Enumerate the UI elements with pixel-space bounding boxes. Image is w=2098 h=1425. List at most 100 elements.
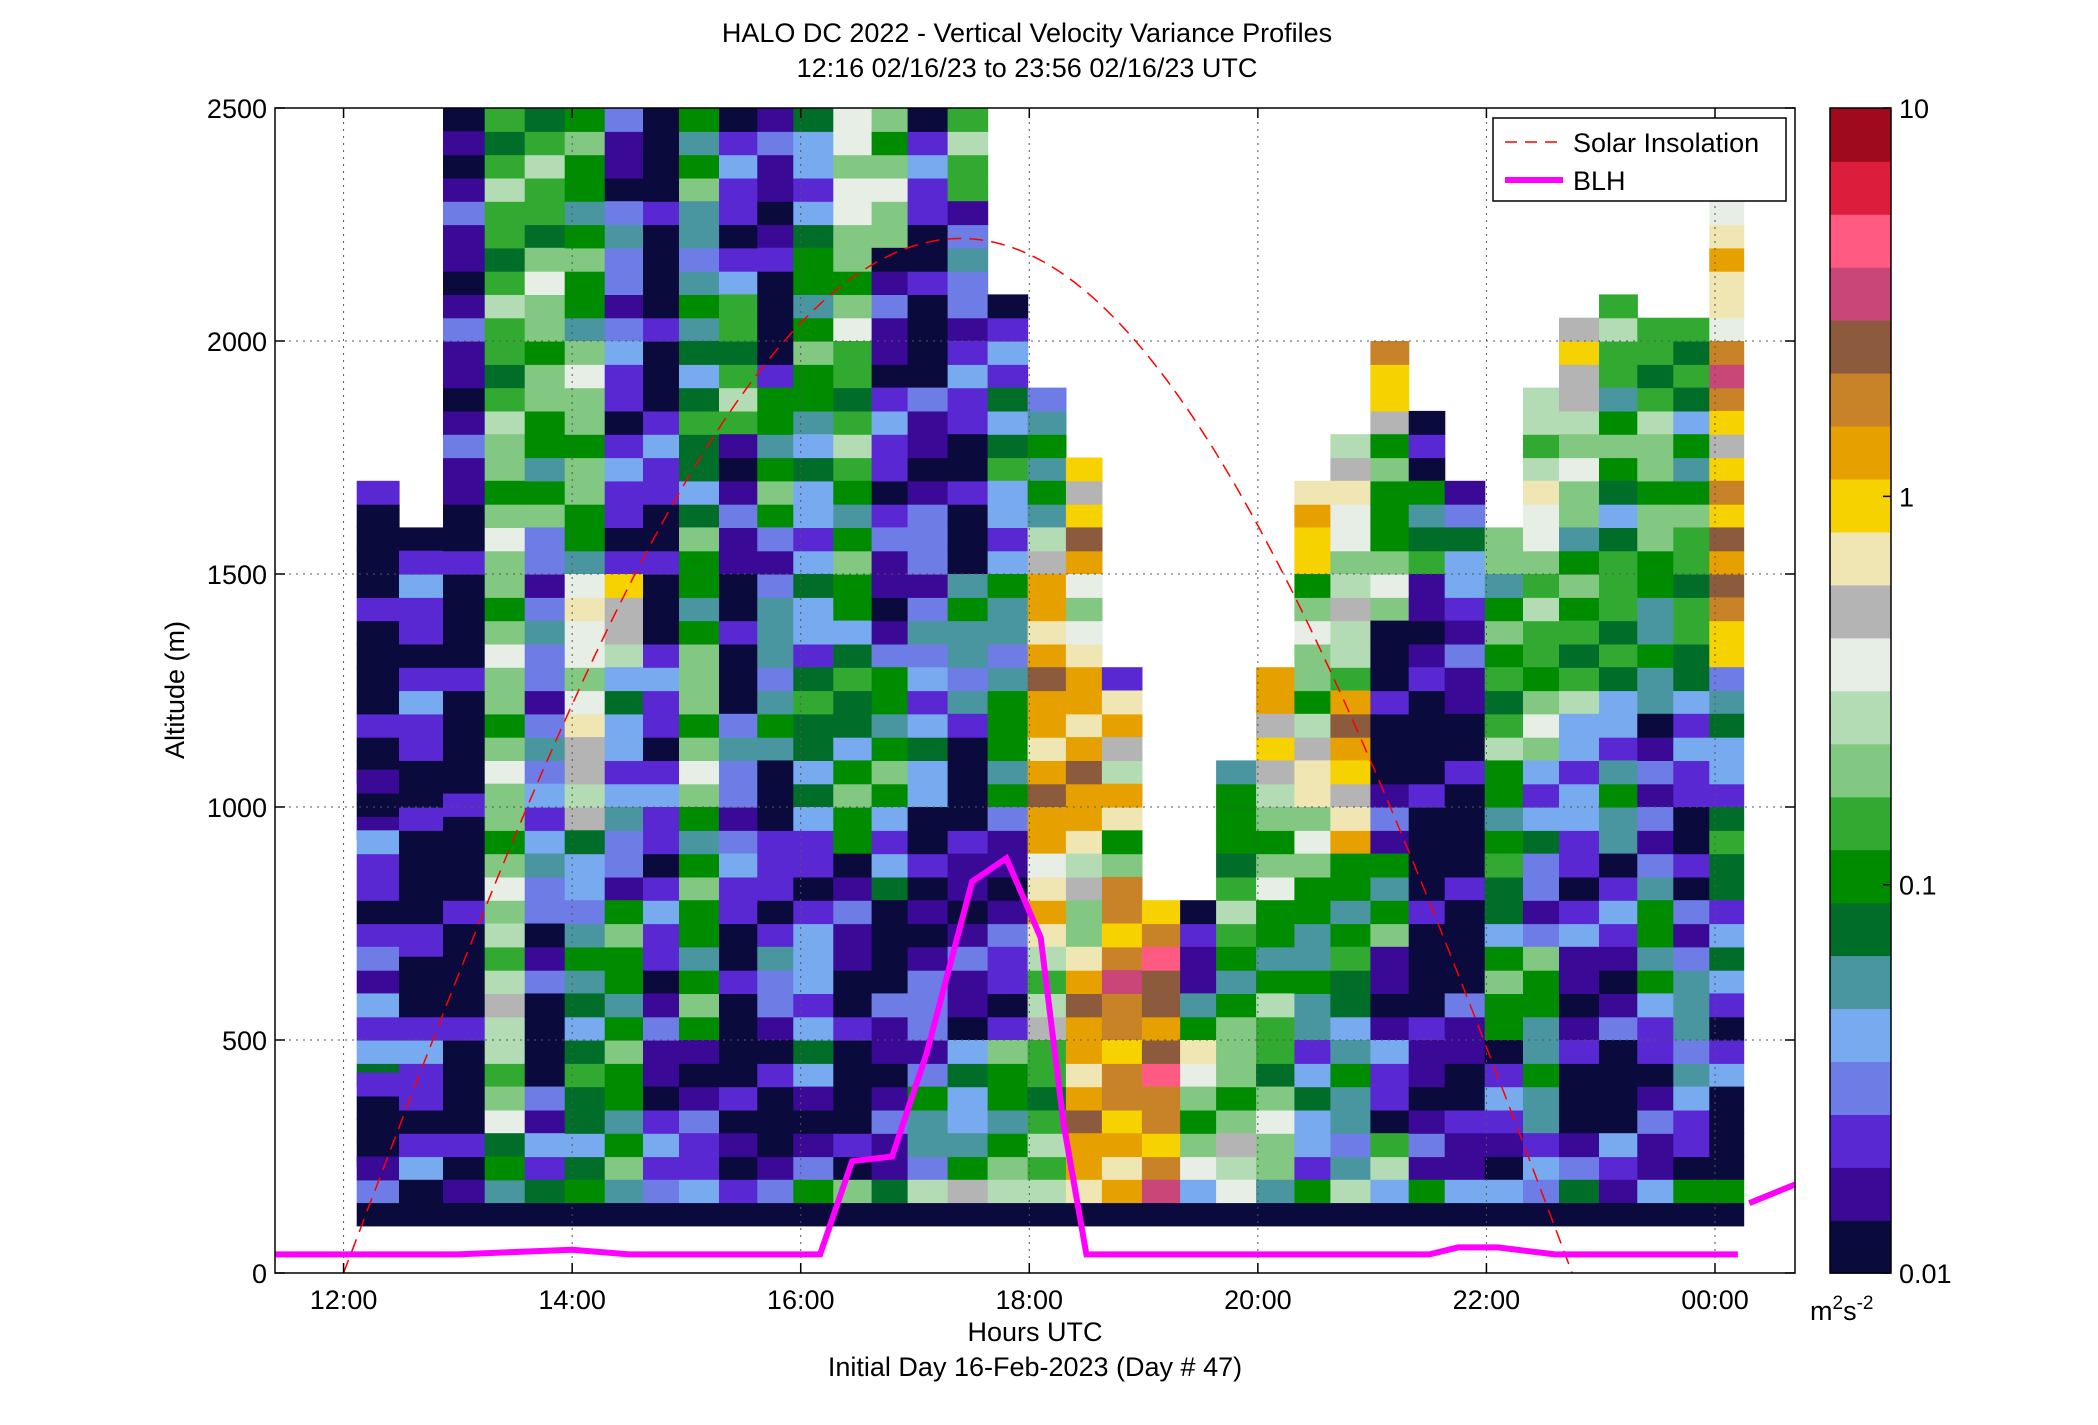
legend: Solar Insolation BLH xyxy=(1492,117,1787,202)
heatmap-cell xyxy=(1256,876,1295,901)
heatmap-cell xyxy=(1673,760,1710,785)
heatmap-cell-lowest xyxy=(1101,1203,1143,1227)
heatmap-cell xyxy=(524,970,566,994)
heatmap-cell xyxy=(564,737,606,761)
heatmap-cell xyxy=(356,574,400,598)
heatmap-cell xyxy=(356,667,400,692)
heatmap-cell xyxy=(1559,783,1600,808)
heatmap-cell xyxy=(1065,1016,1103,1041)
heatmap-cell xyxy=(1408,783,1446,808)
heatmap-cell xyxy=(1330,1156,1371,1181)
heatmap-cell xyxy=(757,410,794,435)
heatmap-cell xyxy=(1523,387,1560,412)
heatmap-cell xyxy=(1523,1133,1560,1158)
heatmap-cell xyxy=(399,1109,444,1134)
heatmap-cell xyxy=(604,620,644,645)
heatmap-cell xyxy=(679,737,720,761)
heatmap-cell xyxy=(987,480,1029,505)
heatmap-cell xyxy=(564,1063,606,1088)
heatmap-cell xyxy=(443,667,486,692)
heatmap-cell xyxy=(1559,970,1600,994)
heatmap-cell xyxy=(604,1109,644,1134)
heatmap-cell xyxy=(871,853,909,878)
heatmap-cell xyxy=(1673,527,1710,552)
heatmap-cell xyxy=(757,457,794,482)
heatmap-cell xyxy=(564,970,606,994)
heatmap-cell xyxy=(757,224,794,249)
heatmap-cell xyxy=(399,737,444,761)
heatmap-cell xyxy=(1523,480,1560,505)
heatmap-cell xyxy=(484,364,526,389)
heatmap-cell xyxy=(399,760,444,785)
heatmap-cell xyxy=(833,201,873,226)
heatmap-cell xyxy=(1027,760,1067,785)
heatmap-cell xyxy=(757,1063,794,1088)
heatmap-cell xyxy=(1599,993,1638,1018)
heatmap-cell xyxy=(907,667,949,692)
heatmap-cell xyxy=(871,317,909,342)
heatmap-cell xyxy=(1673,620,1710,645)
heatmap-cell xyxy=(987,434,1029,459)
heatmap-cell xyxy=(1101,667,1143,692)
heatmap-cell xyxy=(1101,1156,1143,1181)
heatmap-cell xyxy=(1673,364,1710,389)
heatmap-cell xyxy=(757,317,794,342)
heatmap-cell xyxy=(604,341,644,365)
heatmap-cell xyxy=(757,597,794,622)
heatmap-cell xyxy=(524,201,566,226)
heatmap-cell xyxy=(1599,504,1638,528)
heatmap-cell xyxy=(399,667,444,692)
heatmap-cell xyxy=(564,923,606,948)
heatmap-cell xyxy=(356,597,400,622)
heatmap-cell-lowest xyxy=(907,1203,949,1227)
heatmap-cell xyxy=(1637,970,1674,994)
heatmap-cell xyxy=(1709,201,1745,226)
heatmap-cell xyxy=(524,830,566,855)
heatmap-cell xyxy=(643,853,680,878)
heatmap-cell xyxy=(833,807,873,831)
heatmap-cell xyxy=(719,341,758,365)
heatmap-cell xyxy=(524,224,566,249)
heatmap-cell xyxy=(1330,1016,1371,1041)
x-tick-label: 14:00 xyxy=(538,1285,606,1315)
heatmap-cell xyxy=(643,341,680,365)
heatmap-cell xyxy=(1484,713,1524,738)
heatmap-cell xyxy=(1599,574,1638,598)
heatmap-cell xyxy=(643,643,680,668)
x-tick-label: 22:00 xyxy=(1453,1285,1521,1315)
heatmap-cell xyxy=(1065,457,1103,482)
heatmap-cell xyxy=(1370,830,1410,855)
heatmap-cell xyxy=(604,387,644,412)
heatmap-cell xyxy=(987,364,1029,389)
heatmap-cell xyxy=(947,504,989,528)
heatmap-cell xyxy=(679,620,720,645)
heatmap-cell xyxy=(947,853,989,878)
heatmap-cell xyxy=(1408,970,1446,994)
heatmap-cell xyxy=(871,108,909,132)
heatmap-cell xyxy=(793,1156,834,1181)
heatmap-cell xyxy=(1559,807,1600,831)
heatmap-cell xyxy=(1673,946,1710,971)
heatmap-cell xyxy=(1101,993,1143,1018)
heatmap-cell xyxy=(1599,713,1638,738)
heatmap-cell-lowest xyxy=(1330,1203,1371,1227)
heatmap-cell xyxy=(1065,1109,1103,1134)
heatmap-cell xyxy=(524,1179,566,1204)
heatmap-cell xyxy=(564,853,606,878)
heatmap-cell xyxy=(356,876,400,901)
x-axis-label: Hours UTC xyxy=(967,1317,1102,1347)
heatmap-cell xyxy=(524,690,566,715)
colorbar-unit: m2s-2 xyxy=(1810,1293,1873,1326)
heatmap-cell xyxy=(1370,713,1410,738)
heatmap-cell xyxy=(1523,876,1560,901)
heatmap-cell xyxy=(757,1016,794,1041)
heatmap-cell xyxy=(987,946,1029,971)
heatmap-cell xyxy=(833,527,873,552)
heatmap-cell xyxy=(1101,1133,1143,1158)
heatmap-cell xyxy=(947,574,989,598)
heatmap-cell xyxy=(1599,667,1638,692)
heatmap-cell xyxy=(1637,1156,1674,1181)
heatmap-cell xyxy=(1101,690,1143,715)
heatmap-cell xyxy=(871,783,909,808)
heatmap-cell xyxy=(604,807,644,831)
